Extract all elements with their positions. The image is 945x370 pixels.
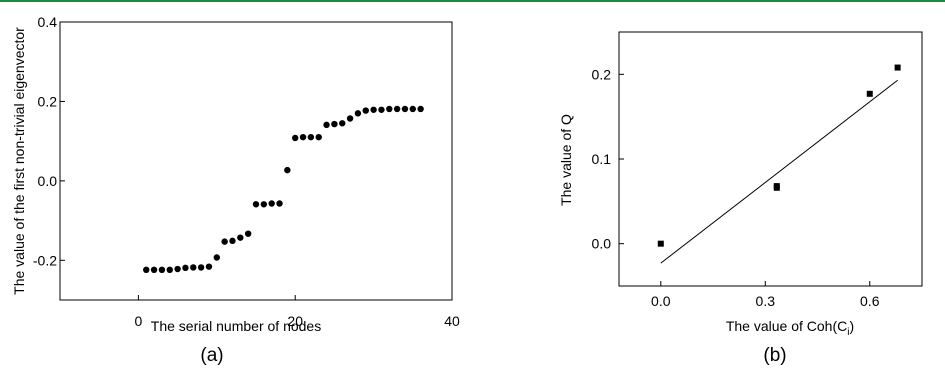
- data-point-a: [346, 115, 354, 122]
- data-point-a: [354, 110, 362, 117]
- caption-a: (a): [200, 345, 223, 366]
- data-points-b: [657, 64, 901, 247]
- y-tick-label-b: 0.0: [592, 236, 612, 252]
- x-tick-label-b: 0.3: [756, 293, 776, 309]
- data-point-a: [284, 166, 291, 174]
- data-point-a: [174, 265, 181, 273]
- tick-marks-a: [60, 21, 453, 300]
- x-tick-label-b: 0.0: [651, 293, 671, 309]
- x-tick-label-a: 40: [444, 313, 460, 329]
- data-point-a: [315, 133, 322, 141]
- chart-b: 0.0 0.3 0.60.00.10.2 The value of Coh(Ci) …: [558, 31, 923, 366]
- data-point-a: [197, 264, 205, 271]
- tick-marks-b: [619, 73, 871, 286]
- data-point-a: [252, 201, 260, 208]
- data-point-a: [182, 264, 189, 272]
- data-point-a: [339, 120, 346, 127]
- data-point-a: [150, 266, 158, 274]
- tick-labels-b: 0.0 0.3 0.6 0.0 0.1 0.2: [592, 66, 880, 309]
- data-point-b: [894, 64, 901, 71]
- y-tick-label-a: -0.2: [33, 252, 57, 268]
- x-tick-label-a: 0: [135, 313, 143, 329]
- data-point-a: [143, 266, 150, 274]
- data-point-a: [323, 121, 330, 129]
- x-axis-title-b-main: The value of Coh(C: [726, 318, 847, 334]
- plot-frame-a: [59, 21, 453, 301]
- data-point-a: [299, 133, 307, 141]
- data-point-a: [393, 105, 401, 113]
- data-point-a: [378, 106, 385, 113]
- data-point-a: [221, 238, 228, 245]
- data-point-a: [190, 264, 197, 271]
- x-axis-title-b: The value of Coh(Ci): [726, 318, 854, 338]
- data-point-a: [409, 105, 416, 113]
- y-tick-label-a: 0.2: [38, 93, 58, 109]
- fit-line-b: [660, 79, 898, 264]
- x-tick-label-a: 20: [287, 313, 303, 329]
- data-point-b: [866, 90, 873, 97]
- data-point-a: [237, 234, 244, 241]
- plot-frame-b: [618, 31, 923, 287]
- data-point-a: [166, 266, 173, 274]
- x-axis-title-a: The serial number of nodes: [151, 318, 321, 334]
- y-tick-label-a: 0.0: [38, 173, 58, 189]
- data-point-a: [386, 105, 393, 113]
- y-tick-label-a: 0.4: [38, 14, 58, 30]
- data-point-a: [417, 105, 424, 113]
- data-point-a: [307, 133, 315, 141]
- data-point-b: [773, 184, 780, 191]
- chart-a: 0 20 40 0.4 0.2 0.0 -0.2 The serial number of …: [11, 14, 460, 366]
- data-point-a: [362, 107, 369, 114]
- data-point-a: [158, 266, 166, 274]
- y-axis-title-b: The value of Q: [558, 114, 574, 206]
- data-point-a: [205, 263, 213, 270]
- data-point-a: [370, 106, 377, 113]
- data-point-a: [292, 134, 299, 142]
- data-point-a: [331, 120, 338, 128]
- data-point-b: [657, 240, 664, 247]
- data-point-a: [229, 237, 236, 245]
- top-rule: [0, 0, 945, 2]
- data-point-a: [268, 200, 275, 207]
- x-axis-title-b-sub: i: [847, 327, 849, 338]
- caption-b: (b): [763, 345, 786, 366]
- data-points-a: [143, 105, 424, 274]
- x-axis-title-b-end: ): [849, 318, 854, 334]
- data-point-a: [276, 200, 283, 207]
- data-point-a: [260, 201, 268, 208]
- y-tick-label-b: 0.2: [592, 66, 612, 82]
- x-tick-label-b: 0.6: [860, 293, 880, 309]
- y-axis-title-a: The value of the first non-trivial eigen…: [11, 27, 27, 295]
- data-point-a: [213, 254, 220, 261]
- tick-labels-a: 0 20 40 0.4 0.2 0.0 -0.2: [33, 14, 460, 329]
- data-point-a: [401, 105, 409, 113]
- data-point-a: [244, 230, 252, 237]
- y-tick-label-b: 0.1: [592, 151, 612, 167]
